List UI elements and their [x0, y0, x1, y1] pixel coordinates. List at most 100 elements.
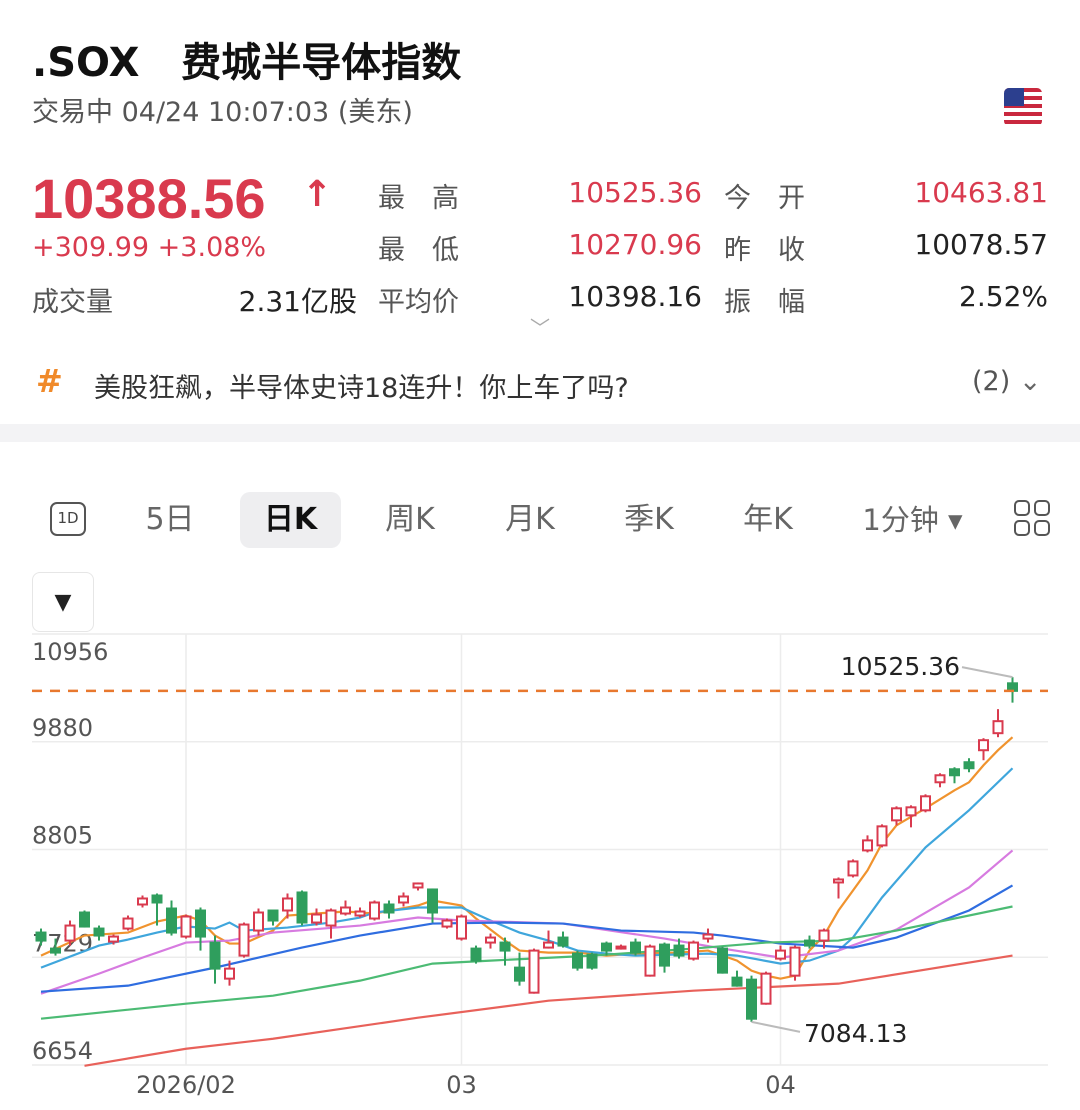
candle-body — [978, 739, 989, 752]
candle-body — [891, 807, 902, 822]
candle-body — [50, 947, 61, 954]
candle-body — [818, 929, 830, 942]
candle-body — [731, 976, 743, 987]
candle-body — [963, 761, 975, 770]
topic-count[interactable]: (2) ⌄ — [972, 366, 1041, 397]
candle-body — [992, 720, 1004, 735]
candle-body — [775, 949, 786, 960]
stat-label-open: 今 开 — [724, 183, 805, 214]
candle-body — [238, 923, 250, 957]
volume-value: 2.31亿股 — [238, 285, 357, 318]
candle-body — [412, 882, 424, 889]
candle-body — [673, 944, 685, 957]
tab-quarterly-k[interactable]: 季K — [624, 502, 674, 537]
stat-value-low: 10270.96 — [568, 228, 702, 261]
candle-body — [586, 953, 598, 969]
stat-label-high: 最 高 — [378, 183, 459, 214]
candle-body — [905, 806, 917, 817]
candle-body — [253, 911, 264, 932]
candle-body — [760, 972, 772, 1005]
candle-body — [688, 941, 699, 960]
y-tick-label: 6654 — [32, 1037, 93, 1065]
candle-body — [224, 967, 235, 980]
candle-body — [601, 942, 612, 952]
moving-average-line — [40, 905, 1013, 1020]
price-change: +309.99 +3.08% — [32, 232, 267, 263]
candle-body — [920, 795, 931, 812]
stat-label-amplitude: 振 幅 — [724, 287, 805, 318]
volume-label: 成交量 — [32, 287, 113, 318]
candle-body — [659, 943, 670, 967]
tab-yearly-k[interactable]: 年K — [743, 502, 793, 537]
stat-value-avg: 10398.16 — [568, 280, 702, 313]
expand-chevron-icon[interactable]: ﹀ — [530, 316, 550, 340]
candle-body — [630, 941, 641, 954]
market-status: 交易中 04/24 10:07:03 (美东) — [32, 97, 413, 128]
candle-body — [325, 909, 337, 927]
hash-icon: # — [36, 362, 63, 400]
stat-label-low: 最 低 — [378, 235, 459, 266]
candle-body — [137, 897, 148, 906]
candle-body — [398, 895, 409, 904]
candle-body — [383, 903, 395, 914]
section-divider — [0, 424, 1080, 442]
candle-body — [93, 927, 105, 937]
us-flag-icon — [1004, 88, 1042, 126]
candle-body — [702, 933, 714, 940]
stat-value-prev-close: 10078.57 — [914, 228, 1048, 261]
topic-text[interactable]: 美股狂飙，半导体史诗18连升！你上车了吗? — [94, 373, 629, 404]
y-tick-label: 8805 — [32, 822, 93, 850]
high-annotation-leader — [961, 666, 1013, 679]
tab-weekly-k[interactable]: 周K — [385, 502, 435, 537]
moving-average-line — [40, 767, 1014, 969]
low-annotation-leader — [751, 1020, 801, 1033]
candle-body — [833, 878, 844, 884]
moving-average-line — [84, 954, 1013, 1067]
indicator-dropdown-button[interactable]: ▼ — [32, 572, 94, 632]
candle-body — [340, 906, 351, 915]
tab-1min-dropdown[interactable]: 1分钟 ▾ — [862, 503, 963, 537]
candle-body — [166, 907, 177, 934]
candle-body — [615, 945, 627, 950]
candle-body — [789, 946, 801, 977]
stat-value-amplitude: 2.52% — [959, 280, 1048, 313]
candle-body — [122, 917, 134, 930]
candle-body — [267, 909, 279, 922]
candle-body — [79, 911, 90, 928]
candle-body — [949, 768, 960, 777]
chevron-down-icon: ⌄ — [1018, 366, 1042, 397]
candle-body — [470, 947, 482, 962]
stat-value-high: 10525.36 — [568, 176, 702, 209]
x-tick-label: 03 — [446, 1071, 477, 1099]
candle-body — [514, 966, 525, 982]
candle-body — [354, 910, 366, 917]
candle-body — [195, 909, 206, 938]
tab-daily-k[interactable]: 日K — [240, 492, 341, 548]
candle-body — [369, 901, 380, 920]
y-tick-label: 10956 — [32, 638, 108, 666]
grid-layout-icon[interactable] — [1014, 500, 1050, 536]
high-annotation: 10525.36 — [841, 652, 960, 681]
low-annotation: 7084.13 — [804, 1019, 907, 1048]
tab-1d-icon[interactable]: 1D — [50, 502, 86, 536]
candle-body — [499, 941, 511, 952]
candle-body — [151, 894, 163, 904]
candle-body — [934, 774, 946, 784]
candle-body — [717, 947, 728, 974]
y-tick-label: 9880 — [32, 714, 93, 742]
candle-body — [456, 915, 467, 940]
page-title: .SOX 费城半导体指数 — [32, 40, 462, 86]
candle-body — [427, 888, 438, 914]
candle-body — [543, 941, 554, 949]
candle-body — [311, 913, 322, 924]
candle-body — [746, 978, 757, 1020]
up-arrow-icon: ↑ — [302, 174, 333, 215]
tab-monthly-k[interactable]: 月K — [505, 502, 555, 537]
candle-body — [180, 915, 192, 938]
x-tick-label: 04 — [765, 1071, 796, 1099]
candle-body — [108, 935, 119, 943]
candle-body — [862, 839, 873, 852]
candle-body — [876, 825, 888, 847]
tab-5day[interactable]: 5日 — [145, 502, 195, 537]
